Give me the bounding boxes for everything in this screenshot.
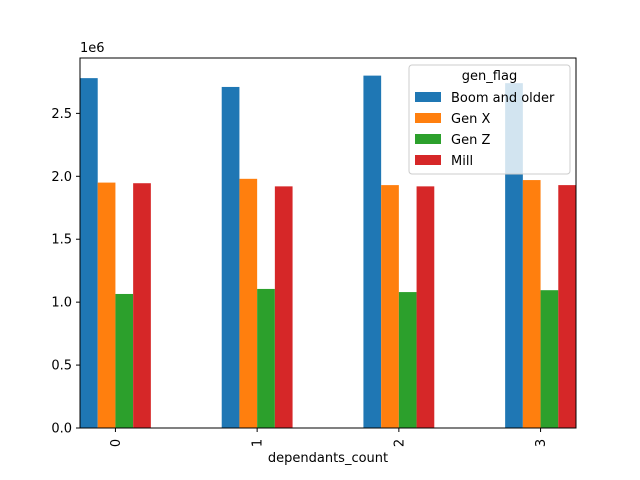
bar-gen-x-0 bbox=[97, 182, 116, 428]
bar-boom-and-older-1 bbox=[221, 86, 240, 428]
x-axis-label: dependants_count bbox=[268, 451, 388, 466]
y-axis: 0.0 0.5 1.0 1.5 2.0 2.5 bbox=[51, 107, 80, 437]
legend-label: Gen X bbox=[451, 112, 490, 127]
legend-title: gen_flag bbox=[462, 69, 517, 84]
y-tick-label: 2.0 bbox=[51, 170, 72, 185]
bar-mill-3 bbox=[558, 185, 576, 428]
y-tick-label: 1.0 bbox=[51, 296, 72, 311]
bar-gen-x-3 bbox=[522, 180, 541, 428]
bar-mill-2 bbox=[416, 186, 435, 428]
legend-swatch-gen-x bbox=[415, 113, 441, 123]
bar-gen-z-3 bbox=[540, 290, 559, 428]
x-axis: 0 1 2 3 bbox=[109, 428, 549, 447]
y-tick-label: 0.5 bbox=[51, 359, 72, 374]
y-tick-label: 2.5 bbox=[51, 107, 72, 122]
bar-gen-z-1 bbox=[257, 288, 275, 428]
y-tick-label: 1.5 bbox=[51, 233, 72, 248]
bar-mill-0 bbox=[133, 183, 151, 428]
bar-gen-z-2 bbox=[398, 292, 417, 428]
legend-swatch-mill bbox=[415, 155, 441, 165]
x-tick-label: 2 bbox=[392, 439, 407, 447]
x-tick-label: 3 bbox=[534, 439, 549, 447]
bar-gen-z-0 bbox=[115, 293, 134, 428]
bars-group bbox=[80, 75, 576, 429]
legend: gen_flag Boom and older Gen X Gen Z Mill bbox=[408, 64, 571, 175]
plot-frame bbox=[79, 57, 577, 429]
y-offset-label: 1e6 bbox=[80, 41, 105, 56]
bar-mill-1 bbox=[274, 186, 293, 428]
bar-gen-x-1 bbox=[239, 178, 258, 428]
bar-boom-and-older-0 bbox=[80, 78, 98, 429]
legend-swatch-gen-z bbox=[415, 134, 441, 144]
x-tick-label: 0 bbox=[109, 439, 124, 447]
x-tick-label: 1 bbox=[251, 439, 266, 447]
legend-label: Gen Z bbox=[451, 133, 490, 148]
y-tick-label: 0.0 bbox=[51, 422, 72, 437]
legend-label: Boom and older bbox=[451, 91, 555, 106]
bar-boom-and-older-2 bbox=[363, 75, 382, 428]
legend-swatch-boom-and-older bbox=[415, 92, 441, 102]
bar-gen-x-2 bbox=[381, 185, 399, 428]
legend-label: Mill bbox=[451, 154, 473, 169]
legend-box bbox=[408, 64, 571, 175]
